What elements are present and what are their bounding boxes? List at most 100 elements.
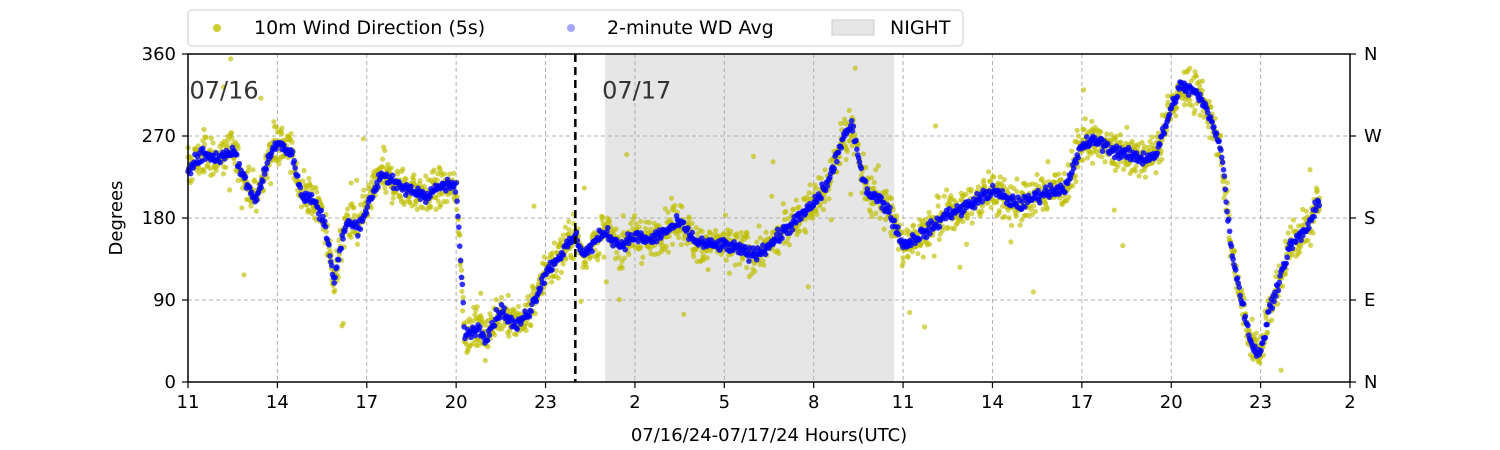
wd5s-point [454, 206, 460, 213]
wd5s-point [975, 184, 982, 190]
wd5s-point [875, 163, 881, 169]
avg-point [1209, 119, 1216, 125]
avg-point [500, 309, 507, 316]
wd5s-point [379, 156, 386, 162]
wd5s-point [354, 241, 361, 247]
wd5s-point [1205, 124, 1212, 130]
wd5s-point [689, 220, 695, 226]
wd5s-point [1061, 170, 1067, 177]
wd5s-point [1030, 289, 1037, 295]
avg-point [1306, 225, 1312, 231]
wd5s-point [672, 202, 678, 209]
avg-point [622, 246, 629, 253]
avg-point [456, 224, 462, 230]
avg-point [584, 250, 591, 256]
avg-point [979, 199, 986, 205]
avg-point [442, 187, 449, 194]
avg-point [853, 137, 859, 144]
wd5s-point [433, 206, 439, 212]
wd5s-point [849, 143, 855, 149]
wd5s-point [438, 202, 444, 208]
y-axis-left: 0 90 180 270 360 [142, 44, 188, 393]
wd5s-point [1019, 217, 1025, 223]
avg-point [831, 165, 838, 172]
wd5s-point [881, 226, 887, 232]
wd5s-point [493, 297, 499, 303]
wd5s-point [1117, 139, 1124, 145]
avg-point [1316, 202, 1323, 209]
wd5s-point [822, 167, 828, 173]
x-tick-label: 20 [445, 392, 468, 413]
wd5s-point [763, 229, 769, 235]
avg-point [1166, 111, 1173, 118]
wd5s-point [848, 191, 854, 197]
wd5s-point [636, 224, 642, 230]
wd5s-point [1113, 133, 1120, 139]
wd5s-point [1246, 327, 1252, 333]
wd5s-point [828, 217, 834, 223]
legend-label-night: NIGHT [890, 17, 951, 39]
legend-marker-wd5s [213, 24, 221, 32]
wd5s-point [428, 204, 434, 210]
wd5s-point [388, 165, 394, 171]
wd5s-point [935, 203, 941, 209]
avg-point [453, 179, 460, 186]
avg-point [1284, 254, 1290, 261]
wd5s-point [646, 219, 652, 226]
wd5s-point [666, 233, 672, 239]
avg-point [1070, 165, 1077, 172]
wd5s-point [681, 311, 687, 317]
wd5s-point [348, 180, 354, 186]
wd5s-point [877, 215, 883, 221]
wd5s-point [846, 107, 852, 114]
wd5s-point [555, 275, 561, 281]
wd5s-point [841, 116, 848, 122]
wd5s-point [1111, 207, 1117, 213]
wd5s-point [1074, 127, 1080, 133]
wd5s-point [560, 261, 566, 267]
wd5s-point [248, 203, 254, 209]
wd5s-point [195, 143, 201, 149]
avg-point [291, 158, 298, 164]
avg-point [408, 183, 414, 190]
avg-point [334, 264, 340, 270]
wd5s-point [619, 265, 625, 271]
x-tick-label: 20 [1160, 392, 1183, 413]
wd5s-point [979, 203, 986, 209]
wd5s-point [1108, 131, 1114, 138]
y2-tick-label: N [1364, 44, 1377, 65]
wd5s-point [868, 175, 875, 181]
wd5s-point [1224, 180, 1230, 186]
wd5s-point [796, 204, 802, 210]
avg-point [779, 235, 785, 242]
x-tick-label: 17 [1070, 392, 1093, 413]
avg-point [835, 149, 842, 156]
avg-point [1222, 186, 1229, 193]
avg-point [848, 117, 855, 124]
avg-point [326, 242, 332, 248]
avg-point [936, 223, 943, 230]
wd5s-point [1257, 360, 1263, 366]
wd5s-point [936, 194, 942, 201]
wd5s-point [491, 332, 498, 338]
avg-point [1099, 148, 1106, 155]
wd5s-point [1263, 315, 1269, 321]
avg-point [460, 299, 467, 306]
wd5s-point [624, 151, 630, 158]
wd5s-point [1045, 159, 1051, 165]
wd5s-point [498, 294, 505, 301]
wd5s-point [332, 287, 338, 293]
avg-point [187, 170, 194, 177]
avg-point [327, 253, 333, 259]
wd5s-point [1264, 329, 1271, 335]
wd5s-point [895, 246, 902, 252]
y2-tick-label: S [1364, 208, 1375, 229]
avg-point [1271, 298, 1277, 305]
wd5s-point [562, 224, 568, 230]
wd5s-point [458, 267, 465, 273]
wd5s-point [873, 210, 879, 216]
x-axis-title: 07/16/24-07/17/24 Hours(UTC) [631, 425, 907, 446]
wd5s-point [813, 185, 819, 192]
y-axis-title: Degrees [106, 181, 127, 256]
wd5s-point [907, 309, 913, 316]
